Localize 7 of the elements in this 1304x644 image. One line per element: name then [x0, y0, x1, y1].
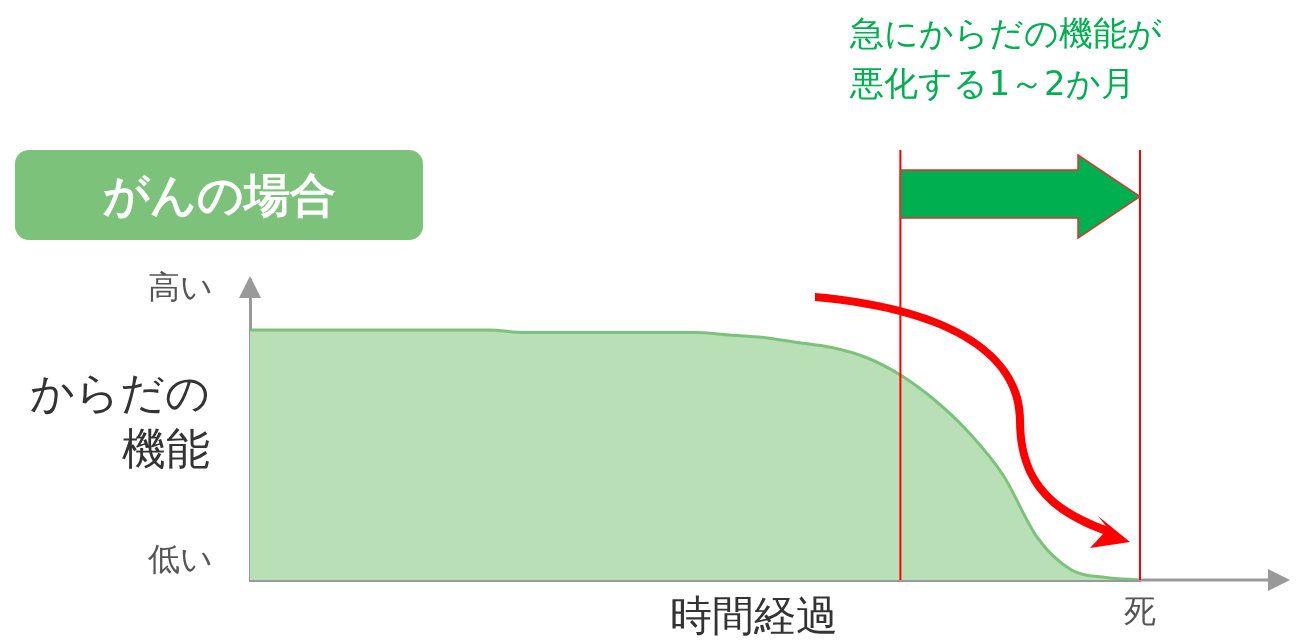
x-axis-title: 時間経過 [670, 590, 838, 642]
text: 低い [148, 539, 213, 580]
y-axis-title: からだの機能 [29, 366, 210, 476]
text: 死 [1124, 591, 1156, 632]
text: 急にからだの機能が悪化する1～2か月 [850, 12, 1164, 105]
chart-title: がんの場合 [15, 150, 423, 240]
text: 高い [148, 267, 213, 308]
